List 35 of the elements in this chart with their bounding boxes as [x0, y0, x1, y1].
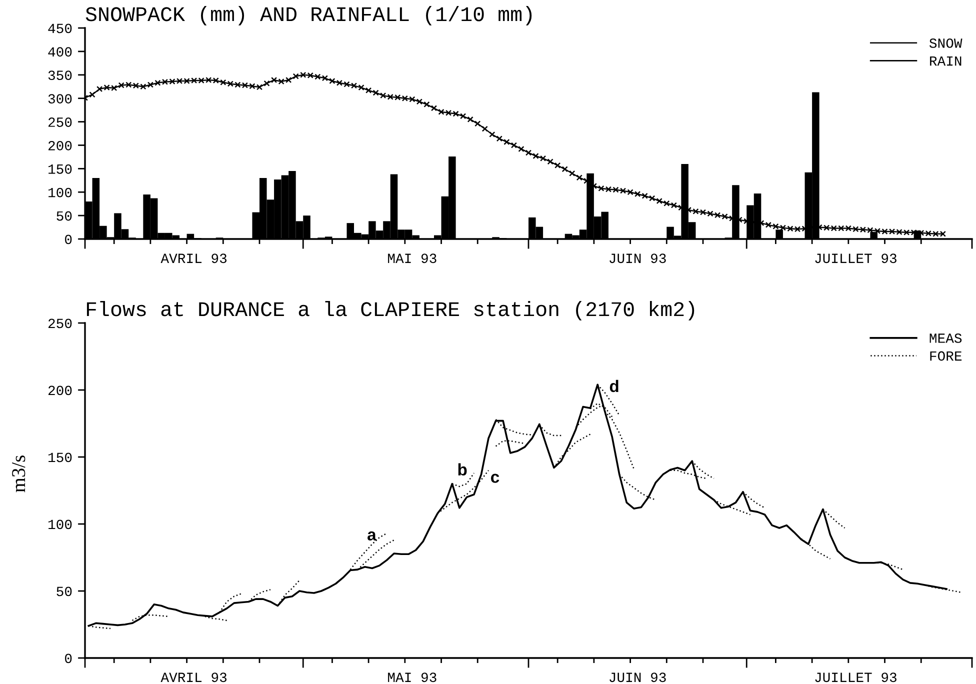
x-tick-label: AVRIL 93 — [160, 254, 227, 264]
x-tick-label: JUIN 93 — [610, 672, 666, 682]
y-tick-label: 350 — [48, 70, 72, 80]
y-axis-title: m3/s — [12, 456, 26, 492]
legend-label: MEAS — [930, 333, 962, 343]
y-tick-label: 0 — [65, 654, 72, 664]
x-tick-label: MAI 93 — [388, 672, 436, 682]
y-tick-label: 200 — [48, 386, 72, 396]
annotation: d — [610, 380, 618, 392]
y-tick-label: 250 — [48, 318, 72, 328]
y-tick-label: 300 — [48, 94, 72, 104]
x-tick-label: AVRIL 93 — [160, 672, 227, 682]
y-tick-label: 50 — [56, 211, 72, 221]
legend-label: RAIN — [930, 56, 962, 66]
y-tick-label: 100 — [48, 188, 72, 198]
y-tick-label: 200 — [48, 140, 72, 150]
annotation: a — [368, 531, 376, 541]
chart-title: SNOWPACK (mm) AND RAINFALL (1/10 mm) — [86, 6, 532, 26]
y-tick-label: 0 — [65, 234, 72, 244]
x-tick-label: JUILLET 93 — [815, 672, 896, 682]
y-tick-label: 150 — [48, 164, 72, 174]
x-tick-label: MAI 93 — [388, 254, 436, 264]
y-tick-label: 400 — [48, 47, 72, 57]
annotation: b — [458, 463, 467, 476]
legend-label: SNOW — [929, 38, 962, 48]
y-tick-label: 450 — [48, 24, 72, 34]
chart-title: Flows at DURANCE a la CLAPIERE station (2170 km2) — [86, 300, 694, 320]
y-tick-label: 250 — [48, 118, 72, 127]
y-tick-label: 50 — [56, 586, 72, 596]
y-tick-label: 150 — [48, 452, 72, 462]
legend-label: FORE — [930, 351, 962, 361]
x-tick-label: JUILLET 93 — [815, 254, 896, 264]
annotation: c — [490, 474, 500, 483]
x-tick-label: JUIN 93 — [610, 254, 666, 264]
y-tick-label: 100 — [48, 520, 72, 530]
